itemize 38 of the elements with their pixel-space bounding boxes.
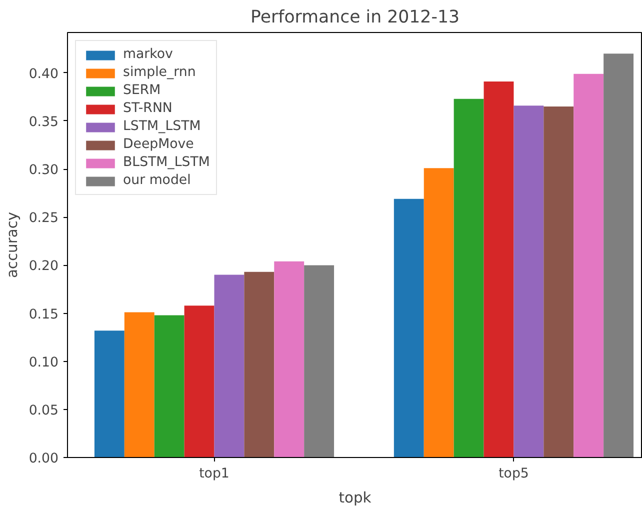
bar [94, 330, 124, 458]
legend-label: simple_rnn [123, 65, 196, 80]
y-tick-label: 0.40 [28, 66, 59, 82]
legend-label: markov [123, 47, 173, 62]
x-tick-label: top1 [199, 466, 230, 482]
x-tick-label: top5 [498, 466, 529, 482]
bar [394, 198, 424, 458]
y-axis-title: accuracy [4, 212, 21, 278]
bar [124, 312, 154, 458]
y-tick-label: 0.00 [28, 452, 59, 466]
bar [304, 265, 334, 458]
bar [274, 261, 304, 458]
bar [514, 106, 544, 458]
bar [244, 272, 274, 458]
y-tick-label: 0.30 [28, 163, 59, 178]
x-axis-title: topk [338, 490, 372, 506]
bar [604, 54, 634, 458]
legend-label: LSTM_LSTM [123, 119, 201, 134]
bar [484, 82, 514, 458]
y-tick-label: 0.15 [28, 307, 59, 322]
bar [424, 168, 454, 458]
y-tick-label: 0.35 [28, 114, 59, 130]
bar [184, 306, 214, 458]
legend-label: DeepMove [123, 137, 194, 152]
bar [544, 106, 574, 458]
y-tick-label: 0.20 [28, 259, 59, 274]
bar [454, 98, 484, 458]
y-tick-label: 0.25 [28, 211, 59, 226]
y-tick-label: 0.10 [28, 355, 59, 370]
legend-label: BLSTM_LSTM [123, 155, 210, 170]
bar [214, 274, 244, 458]
legend-label: our model [123, 173, 191, 188]
bar [574, 74, 604, 458]
y-tick-label: 0.05 [28, 403, 59, 418]
legend-label: ST-RNN [123, 101, 172, 116]
legend-label: SERM [123, 83, 161, 98]
chart-title: Performance in 2012-13 [250, 8, 460, 28]
bar [154, 315, 184, 458]
